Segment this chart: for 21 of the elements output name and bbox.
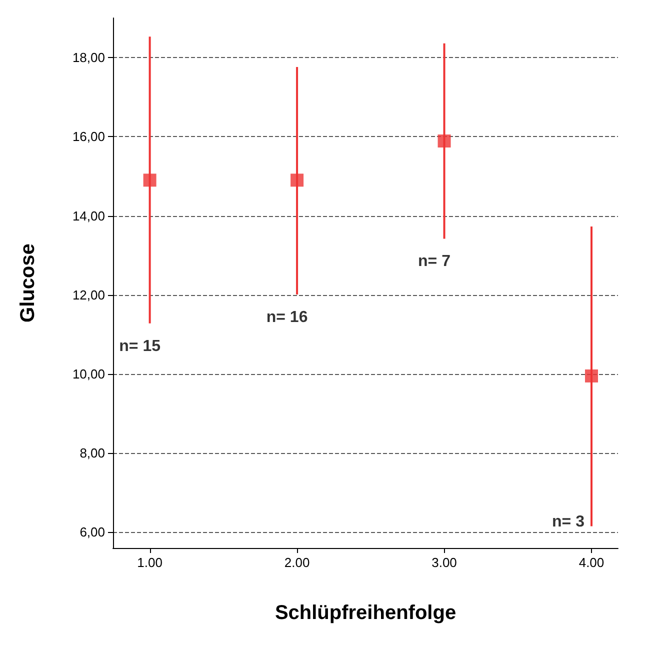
y-tick-label: 12,00 — [72, 287, 105, 302]
y-tick-label: 6,00 — [80, 524, 105, 540]
x-tick-label: 1.00 — [137, 555, 162, 570]
x-tick-label: 3.00 — [432, 555, 457, 570]
point — [585, 369, 598, 382]
x-axis-title: Schlüpfreihenfolge — [274, 602, 456, 624]
y-tick-label: 14,00 — [72, 208, 105, 224]
y-tick-label: 16,00 — [72, 129, 105, 144]
x-tick-label: 4.00 — [578, 555, 604, 570]
point — [438, 134, 451, 148]
point — [290, 174, 304, 187]
x-tick-label: 2.00 — [284, 555, 310, 570]
y-tick-label: 18,00 — [72, 50, 105, 66]
y-tick-label: 10,00 — [72, 366, 105, 382]
annotation: n= 3 — [552, 514, 585, 531]
point — [143, 174, 156, 187]
y-tick-label: 8,00 — [80, 446, 105, 461]
annotation: n= 7 — [418, 253, 451, 270]
annotation: n= 15 — [119, 338, 161, 355]
annotation: n= 16 — [266, 308, 308, 326]
y-axis-title: Glucose — [17, 244, 39, 322]
